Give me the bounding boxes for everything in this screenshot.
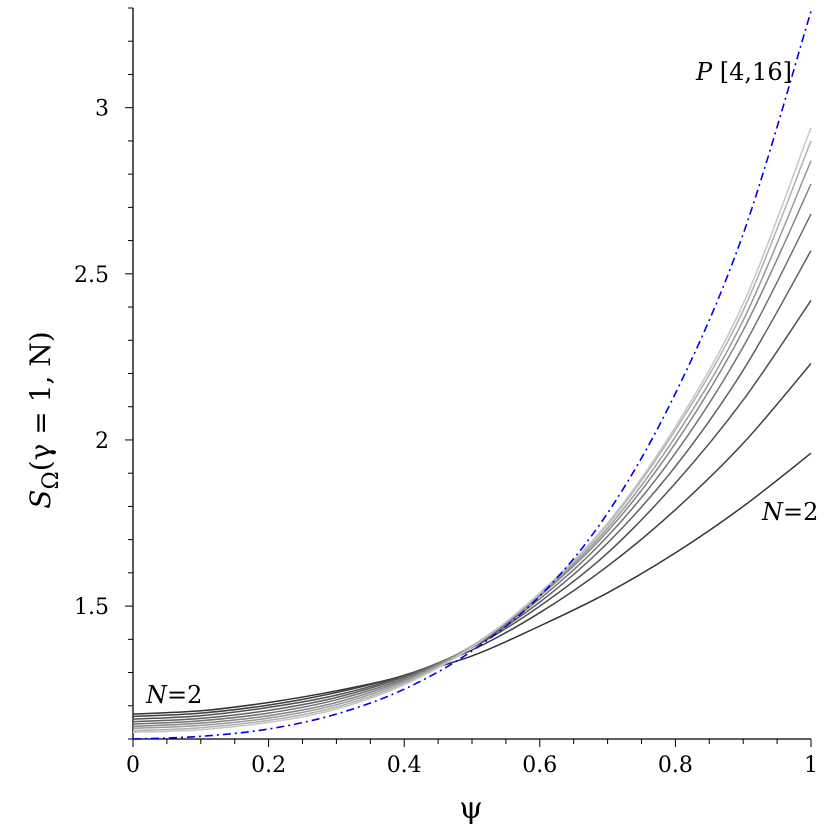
y-tick-label: 3 xyxy=(95,97,109,122)
y-axis-title-subscript: Ω xyxy=(39,471,64,489)
annotation-n2-right: N=2 xyxy=(761,498,818,526)
series-line-5 xyxy=(132,213,812,725)
series-p416-line xyxy=(132,11,812,740)
annotation-n2-left-val: =2 xyxy=(167,681,202,709)
series-line-8 xyxy=(132,140,812,732)
annotation-n2-right-val: =2 xyxy=(783,498,818,526)
y-tick-label: 2 xyxy=(95,429,109,454)
x-tick-label: 0.8 xyxy=(658,753,693,778)
series-line-1 xyxy=(132,452,812,715)
annotation-n2-right-var: N xyxy=(761,498,784,526)
series-line-3 xyxy=(132,299,812,720)
y-tick-label: 2.5 xyxy=(74,263,109,288)
series-line-6 xyxy=(132,183,812,728)
annotation-p416-var: P xyxy=(695,58,713,86)
axes: 0 0.2 0.4 0.6 0.8 1 1.5 2 2.5 3 xyxy=(74,7,818,778)
series-line-4 xyxy=(132,250,812,723)
y-axis-title-args: (γ = 1, N) xyxy=(24,331,57,471)
x-axis-title: ψ xyxy=(459,791,483,826)
y-axis-title: SΩ(γ = 1, N) xyxy=(24,331,64,508)
annotation-p416-val: [4,16] xyxy=(712,58,792,86)
y-tick-label: 1.5 xyxy=(74,595,109,620)
annotation-n2-left: N=2 xyxy=(145,681,202,709)
series-line-2 xyxy=(132,363,812,718)
annotation-p416: P [4,16] xyxy=(695,58,792,86)
series-line-9 xyxy=(132,127,812,734)
x-tick-label: 0.2 xyxy=(251,753,286,778)
series-layer xyxy=(132,11,812,740)
x-tick-label: 0 xyxy=(126,753,140,778)
x-tick-label: 1 xyxy=(804,753,818,778)
x-tick-label: 0.4 xyxy=(387,753,422,778)
x-tick-label: 0.6 xyxy=(522,753,557,778)
y-axis-title-base: S xyxy=(24,490,57,509)
annotation-n2-left-var: N xyxy=(145,681,168,709)
